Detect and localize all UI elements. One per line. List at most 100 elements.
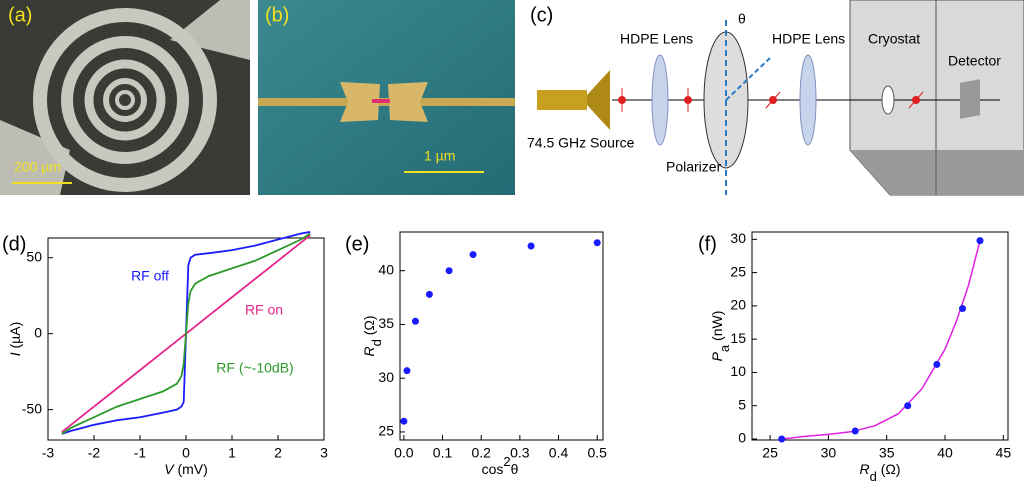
panel-b: (b) 1 µm (258, 0, 515, 195)
source (537, 90, 587, 110)
x-tick-label: 25 (762, 445, 778, 461)
label: Cryostat (868, 31, 920, 47)
y-tick-label: 15 (730, 330, 746, 346)
point (933, 360, 941, 368)
horn (587, 70, 610, 130)
x-tick-label: 35 (879, 445, 895, 461)
label-part: (µA) (7, 322, 23, 353)
window (881, 85, 895, 115)
label-part: cos (482, 461, 504, 477)
label-part: (mV) (174, 461, 208, 477)
y-tick-label: 0 (34, 324, 42, 340)
y-tick-label: 50 (26, 248, 42, 264)
point (425, 290, 433, 298)
panel-label: (b) (265, 4, 289, 26)
y-tick-label: 25 (378, 423, 394, 439)
label-part: d (369, 339, 384, 346)
label: Polarizer (666, 159, 722, 175)
panel-c: (c) HDPE Lens θ HDPE Lens Cryostat Detec… (527, 0, 1024, 196)
point (851, 427, 859, 435)
y-tick-label: 40 (378, 261, 394, 277)
panel-label: (c) (530, 4, 553, 26)
plot-frame (399, 231, 604, 441)
y-tick-label: 10 (730, 363, 746, 379)
label: θ (738, 11, 746, 27)
bridge (372, 99, 390, 103)
label: Detector (948, 53, 1001, 69)
y-axis-label: I (µA) (7, 322, 23, 357)
x-tick-label: 0.1 (433, 445, 453, 461)
label-part: 2 (503, 454, 510, 469)
point (411, 317, 419, 325)
series-label: RF on (245, 302, 283, 318)
x-tick-label: -3 (42, 445, 55, 461)
x-tick-label: 3 (320, 445, 328, 461)
point (527, 242, 535, 250)
fit-curve (781, 240, 981, 440)
x-tick-label: 0.3 (510, 445, 530, 461)
detector (960, 79, 980, 119)
point (445, 267, 453, 275)
x-tick-label: -2 (88, 445, 101, 461)
y-tick-label: -50 (22, 400, 42, 416)
panel-label: (d) (2, 233, 26, 255)
x-tick-label: 30 (821, 445, 837, 461)
label-part: (Ω) (877, 461, 901, 477)
pad (0, 120, 70, 195)
label-part: I (7, 352, 23, 356)
x-axis-label: V (mV) (164, 461, 208, 477)
point (593, 239, 601, 247)
scale-label: 200 µm (14, 159, 61, 175)
y-tick-label: 20 (730, 297, 746, 313)
pad (340, 82, 380, 122)
point (976, 237, 984, 245)
y-tick-label: 0 (738, 430, 746, 446)
pad (388, 82, 428, 122)
point (403, 367, 411, 375)
y-axis-label: Rd (Ω) (361, 315, 384, 356)
panel-label: (f) (698, 233, 717, 255)
panel-label: (e) (345, 233, 369, 255)
panel-a: (a) 200 µm (0, 0, 250, 195)
x-tick-label: 0.0 (394, 445, 414, 461)
label-part: P (709, 351, 725, 361)
x-tick-label: 0.4 (549, 445, 569, 461)
point (904, 402, 912, 410)
x-axis-label: Rd (Ω) (859, 461, 900, 484)
label-part: V (164, 461, 175, 477)
y-tick-label: 30 (378, 369, 394, 385)
x-tick-label: 0.2 (471, 445, 491, 461)
label: HDPE Lens (772, 31, 845, 47)
curve (61, 232, 311, 435)
point (778, 435, 786, 443)
label-part: R (361, 346, 377, 356)
plot-frame (751, 231, 1009, 441)
label: HDPE Lens (620, 31, 693, 47)
label-part: a (717, 344, 732, 352)
x-tick-label: 45 (996, 445, 1012, 461)
point (959, 305, 967, 313)
label: 74.5 GHz Source (527, 135, 635, 151)
x-tick-label: 2 (274, 445, 282, 461)
point (469, 251, 477, 259)
angle-line (725, 57, 771, 101)
lens (651, 54, 669, 146)
x-tick-label: -1 (134, 445, 147, 461)
label-part: (nW) (709, 311, 725, 345)
series-label: RF off (131, 268, 169, 284)
spiral (33, 8, 217, 192)
x-axis-label: cos2θ (482, 454, 519, 477)
x-tick-label: 40 (937, 445, 953, 461)
y-tick-label: 5 (738, 396, 746, 412)
micrograph (258, 0, 515, 195)
series-label: RF (~-10dB) (216, 360, 293, 376)
label-part: R (859, 461, 869, 477)
y-tick-label: 35 (378, 315, 394, 331)
label-part: d (870, 469, 877, 484)
scale-label: 1 µm (424, 148, 455, 164)
y-axis-label: Pa (nW) (709, 311, 732, 362)
polarization-markers (618, 88, 924, 112)
x-tick-label: 0 (182, 445, 190, 461)
